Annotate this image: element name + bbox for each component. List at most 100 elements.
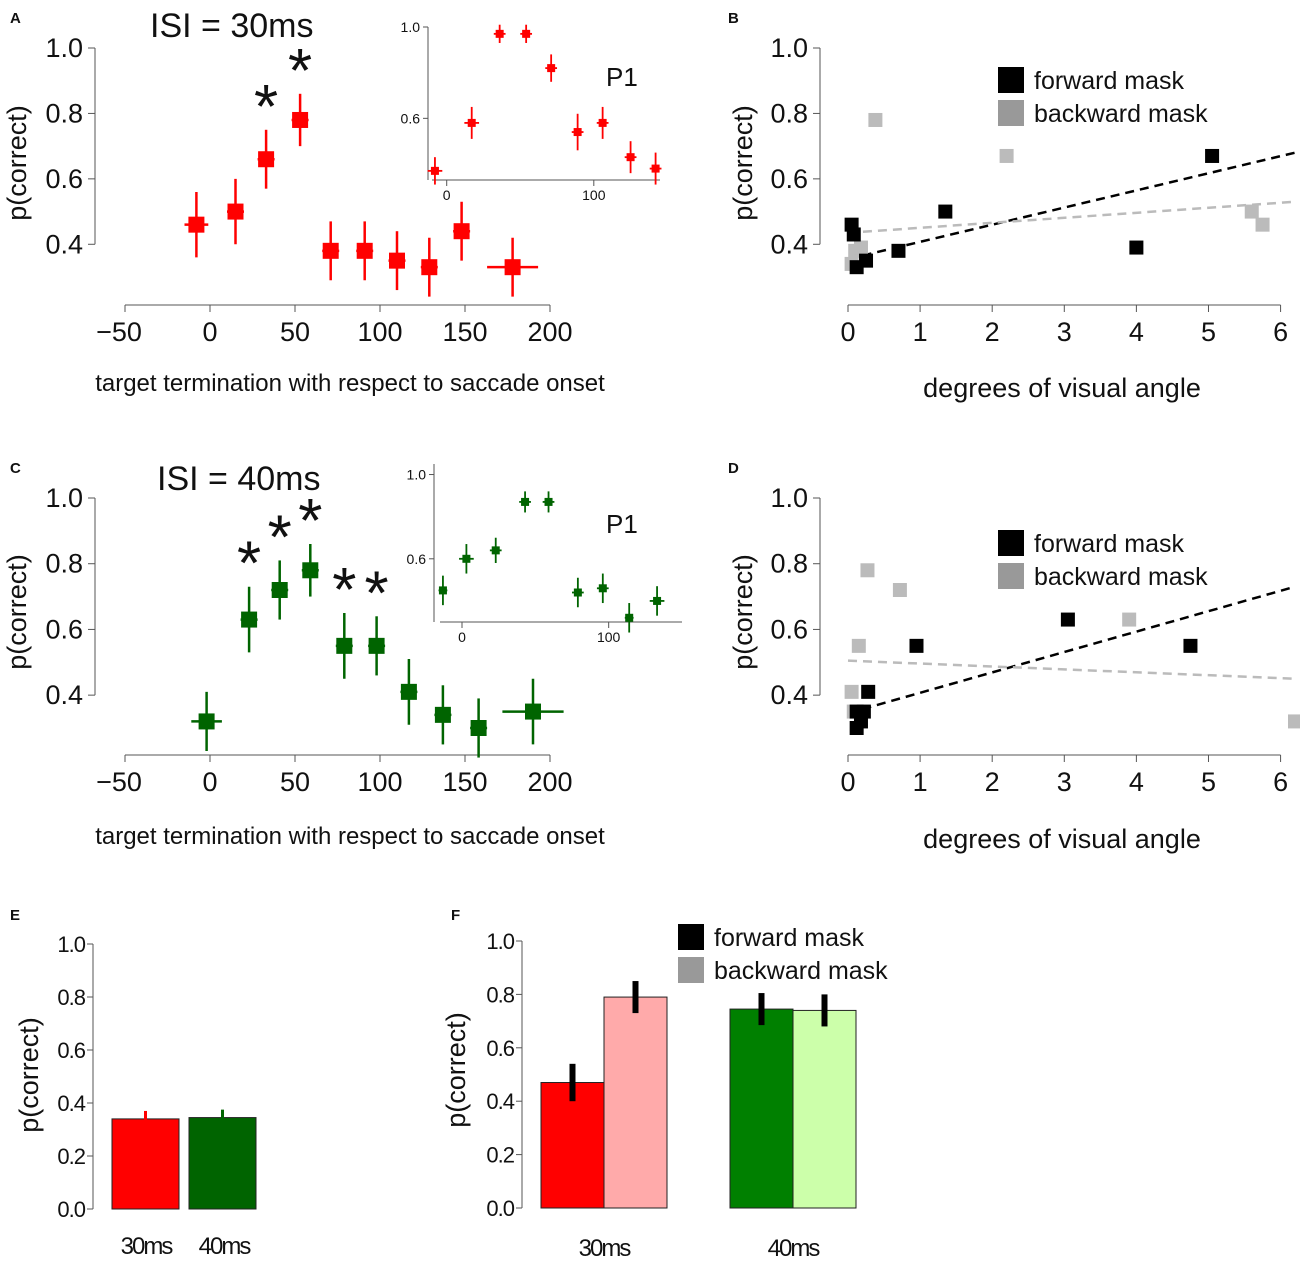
x-tick-label: −50 xyxy=(96,767,142,797)
data-point xyxy=(400,683,417,700)
y-tick-label: 0.8 xyxy=(486,982,514,1007)
data-point xyxy=(336,637,353,654)
x-tick-label: 6 xyxy=(1273,317,1288,347)
inset-plot: 0.6 1.0 0 100 P1 xyxy=(407,464,682,645)
data-point-forward xyxy=(938,204,953,219)
x-tick-label: 150 xyxy=(442,317,487,347)
x-tick-label: 4 xyxy=(1129,767,1144,797)
data-point xyxy=(453,223,470,240)
inset-y-tick-label: 1.0 xyxy=(407,467,427,483)
x-tick-label: 3 xyxy=(1057,317,1072,347)
data-point-backward xyxy=(868,112,883,127)
y-tick-label: 0.0 xyxy=(486,1196,514,1221)
data-point xyxy=(292,111,309,128)
y-tick-label: 1.0 xyxy=(770,33,808,63)
data-point-forward xyxy=(1205,148,1220,163)
x-axis-label: degrees of visual angle xyxy=(923,373,1201,403)
panel-b: 0.4 0.6 0.8 1.0 0 1 2 3 4 5 6 degrees of visual ang… xyxy=(728,33,1296,403)
inset-x-tick-label: 0 xyxy=(458,629,466,645)
significance-star: * xyxy=(254,73,278,142)
inset-plot: 0.6 1.0 0 100 P1 xyxy=(401,19,662,203)
legend-swatch xyxy=(998,530,1024,556)
y-tick-label: 1.0 xyxy=(486,929,514,954)
inset-data-point xyxy=(430,166,439,175)
legend-label: backward mask xyxy=(1034,100,1208,128)
panel-label-a: A xyxy=(10,10,21,27)
inset-x-tick-label: 0 xyxy=(443,187,451,203)
inset-data-point xyxy=(598,584,607,593)
y-tick-label: 1.0 xyxy=(45,483,83,513)
significance-star: * xyxy=(298,487,322,556)
inset-data-point xyxy=(438,586,447,595)
y-tick-label: 0.8 xyxy=(770,549,808,579)
y-tick-label: 0.2 xyxy=(486,1143,514,1168)
data-point-backward xyxy=(853,240,868,255)
y-tick-label: 1.0 xyxy=(45,33,83,63)
x-tick-label: 200 xyxy=(527,767,572,797)
inset-data-point xyxy=(651,164,660,173)
y-tick-label: 0.8 xyxy=(770,98,808,128)
bar xyxy=(188,1117,257,1210)
panel-c: 0.4 0.6 0.8 1.0 −50 0 50 100 150 200 target termin… xyxy=(2,460,682,850)
inset-label: P1 xyxy=(606,509,638,539)
inset-data-point xyxy=(521,497,530,506)
data-point-backward xyxy=(892,583,907,597)
y-tick-label: 0.4 xyxy=(45,680,83,710)
x-tick-label: 100 xyxy=(357,767,402,797)
data-point xyxy=(227,203,244,220)
data-point xyxy=(470,720,487,736)
legend-swatch xyxy=(998,563,1024,589)
panel-d: 0.4 0.6 0.8 1.0 0 1 2 3 4 5 6 degrees of visual ang… xyxy=(728,483,1300,854)
category-label: 30ms xyxy=(579,1235,632,1261)
panel-a: 0.4 0.6 0.8 1.0 −50 0 50 100 150 200 target termin… xyxy=(2,7,662,397)
data-point-backward xyxy=(844,684,859,699)
inset-data-point xyxy=(491,546,500,555)
inset-y-tick-label: 0.6 xyxy=(401,110,421,126)
data-point-forward xyxy=(859,253,874,268)
legend-label: forward mask xyxy=(1034,530,1185,558)
panel-label-b: B xyxy=(728,10,739,27)
y-axis-label: p(correct) xyxy=(441,1012,471,1128)
inset-data-point xyxy=(467,118,476,127)
significance-star: * xyxy=(365,559,389,628)
data-point-forward xyxy=(891,243,906,258)
significance-star: * xyxy=(288,37,312,106)
inset-data-point xyxy=(598,118,607,127)
data-point-forward xyxy=(909,638,924,653)
panel-label-c: C xyxy=(10,460,21,477)
regression-line-forward xyxy=(847,585,1296,715)
inset-data-point xyxy=(573,588,582,597)
legend-swatch xyxy=(998,67,1024,93)
x-tick-label: 2 xyxy=(985,317,1000,347)
inset-data-point xyxy=(462,554,471,563)
data-point-forward xyxy=(1129,240,1144,255)
category-label: 30ms xyxy=(121,1233,174,1260)
legend-swatch xyxy=(998,100,1024,126)
inset-y-tick-label: 0.6 xyxy=(407,551,427,567)
x-tick-label: −50 xyxy=(96,317,142,347)
data-point-forward xyxy=(856,704,871,719)
y-tick-label: 0.6 xyxy=(57,1038,85,1063)
data-point-forward xyxy=(846,227,861,242)
data-point-forward xyxy=(861,684,876,699)
panel-f: 0.0 0.2 0.4 0.6 0.8 1.0 p(correct) 30ms 40ms forw… xyxy=(441,924,888,1261)
x-tick-label: 2 xyxy=(985,767,1000,797)
legend-swatch xyxy=(678,957,704,983)
y-tick-label: 0.8 xyxy=(45,549,83,579)
bar xyxy=(540,1082,605,1209)
inset-y-tick-label: 1.0 xyxy=(401,19,421,35)
x-tick-label: 3 xyxy=(1057,767,1072,797)
data-point xyxy=(258,151,275,168)
data-point xyxy=(356,242,373,259)
bar xyxy=(729,1008,794,1209)
inset-x-tick-label: 100 xyxy=(582,187,606,203)
inset-data-point xyxy=(625,613,634,622)
bar xyxy=(111,1118,180,1210)
regression-line-forward xyxy=(847,151,1296,261)
inset-data-point xyxy=(573,128,582,137)
x-tick-label: 1 xyxy=(913,317,928,347)
x-tick-label: 50 xyxy=(280,767,310,797)
x-axis-label: target termination with respect to sacca… xyxy=(95,823,605,850)
y-tick-label: 0.6 xyxy=(770,614,808,644)
